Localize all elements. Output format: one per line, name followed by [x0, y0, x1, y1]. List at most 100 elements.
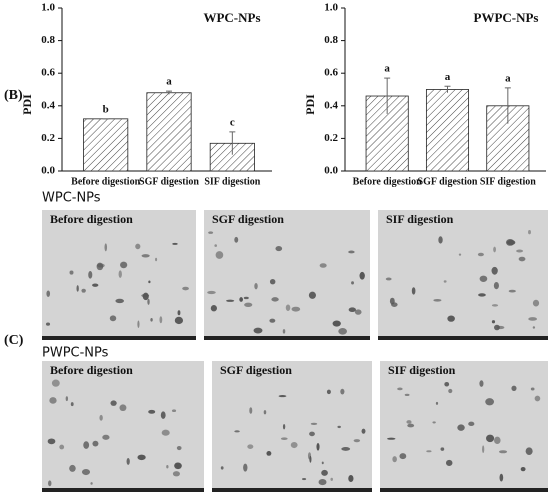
- bar: [83, 118, 129, 172]
- particle: [337, 425, 341, 429]
- particle: [110, 400, 117, 406]
- particle: [172, 471, 180, 477]
- particle: [239, 297, 243, 302]
- particle: [426, 450, 432, 453]
- particle: [155, 257, 158, 262]
- particle: [47, 438, 56, 445]
- y-tick-label: 0.6: [324, 67, 338, 79]
- particle: [338, 327, 347, 335]
- particle: [269, 318, 276, 323]
- particle: [385, 277, 392, 281]
- image-panels: WPC-NPs Before digestion SGF digestion SIF …: [42, 191, 548, 492]
- particle: [266, 450, 272, 456]
- chart-title: WPC-NPs: [203, 10, 260, 25]
- particle: [485, 398, 495, 406]
- particle: [45, 322, 51, 326]
- particle: [387, 437, 396, 440]
- particle: [141, 254, 150, 258]
- x-tick-label: Before digestion: [71, 176, 140, 187]
- particle: [285, 304, 291, 311]
- panel-label: (C): [4, 333, 24, 348]
- particle: [397, 387, 403, 391]
- image-group-title: PWPC-NPs: [42, 346, 109, 361]
- particle: [271, 297, 279, 302]
- particle: [48, 480, 52, 487]
- particle: [321, 469, 328, 476]
- significance-letter: a: [384, 63, 390, 75]
- particle: [491, 320, 496, 324]
- particle: [448, 388, 453, 394]
- particle: [309, 431, 315, 437]
- particle: [244, 302, 253, 307]
- particle: [528, 229, 531, 235]
- particle: [532, 326, 536, 329]
- particle: [511, 385, 517, 391]
- particle: [150, 317, 153, 322]
- particle: [316, 442, 320, 451]
- particle: [148, 409, 156, 414]
- particle: [494, 436, 501, 445]
- scale-strip: [212, 488, 372, 492]
- particle: [307, 452, 312, 460]
- particle: [234, 430, 240, 433]
- particle: [479, 380, 484, 387]
- particle: [46, 290, 51, 297]
- particle: [520, 467, 526, 472]
- particle: [102, 434, 110, 440]
- y-tick-label: 0.4: [324, 99, 338, 111]
- significance-letter: c: [230, 116, 235, 128]
- scale-strip: [204, 336, 370, 340]
- particle: [506, 239, 516, 245]
- y-axis-label: PDI: [303, 94, 317, 115]
- x-tick-label: SGF digestion: [139, 176, 199, 187]
- particle: [280, 437, 288, 441]
- particle: [115, 298, 124, 304]
- particle: [172, 242, 178, 245]
- particle: [176, 446, 182, 451]
- particle: [226, 299, 235, 302]
- x-tick-label: SIF digestion: [480, 176, 536, 187]
- particle: [493, 281, 499, 290]
- particle: [137, 320, 140, 328]
- particle: [433, 298, 442, 302]
- particle: [81, 468, 91, 476]
- particle: [290, 441, 298, 449]
- particle: [88, 271, 93, 279]
- particle: [340, 388, 345, 395]
- y-tick-label: 1.0: [41, 2, 55, 14]
- particle: [351, 281, 354, 285]
- particle: [482, 445, 485, 454]
- particle: [119, 404, 127, 412]
- particle: [234, 236, 239, 243]
- scale-strip: [378, 336, 548, 340]
- particle: [291, 306, 301, 312]
- charts: 0.0 0.2 0.4 0.6 0.8 1.0 PDI WPC-NPs b Before dige…: [20, 2, 546, 187]
- significance-letter: a: [445, 71, 451, 83]
- particle: [70, 402, 74, 407]
- particle: [69, 270, 74, 275]
- particle: [391, 302, 398, 307]
- particle: [348, 474, 354, 482]
- particle: [254, 283, 258, 290]
- particle: [404, 393, 410, 396]
- micrograph: [212, 361, 372, 492]
- particle: [207, 290, 216, 295]
- particle: [499, 473, 504, 482]
- particle: [435, 401, 439, 405]
- particle: [92, 440, 99, 447]
- particle: [354, 309, 362, 315]
- particle: [478, 293, 486, 297]
- particle: [182, 286, 189, 291]
- scale-strip: [42, 336, 196, 340]
- x-tick-label: Before digestion: [353, 176, 422, 187]
- particle: [137, 454, 146, 461]
- particle: [148, 280, 151, 284]
- particle: [494, 324, 500, 331]
- image-label: SIF digestion: [386, 212, 454, 226]
- particle: [438, 236, 443, 244]
- y-tick-label: 0.8: [324, 34, 338, 46]
- image-label: Before digestion: [50, 363, 133, 377]
- particle: [269, 278, 276, 285]
- image-group-title: WPC-NPs: [42, 191, 101, 206]
- particle: [447, 315, 455, 322]
